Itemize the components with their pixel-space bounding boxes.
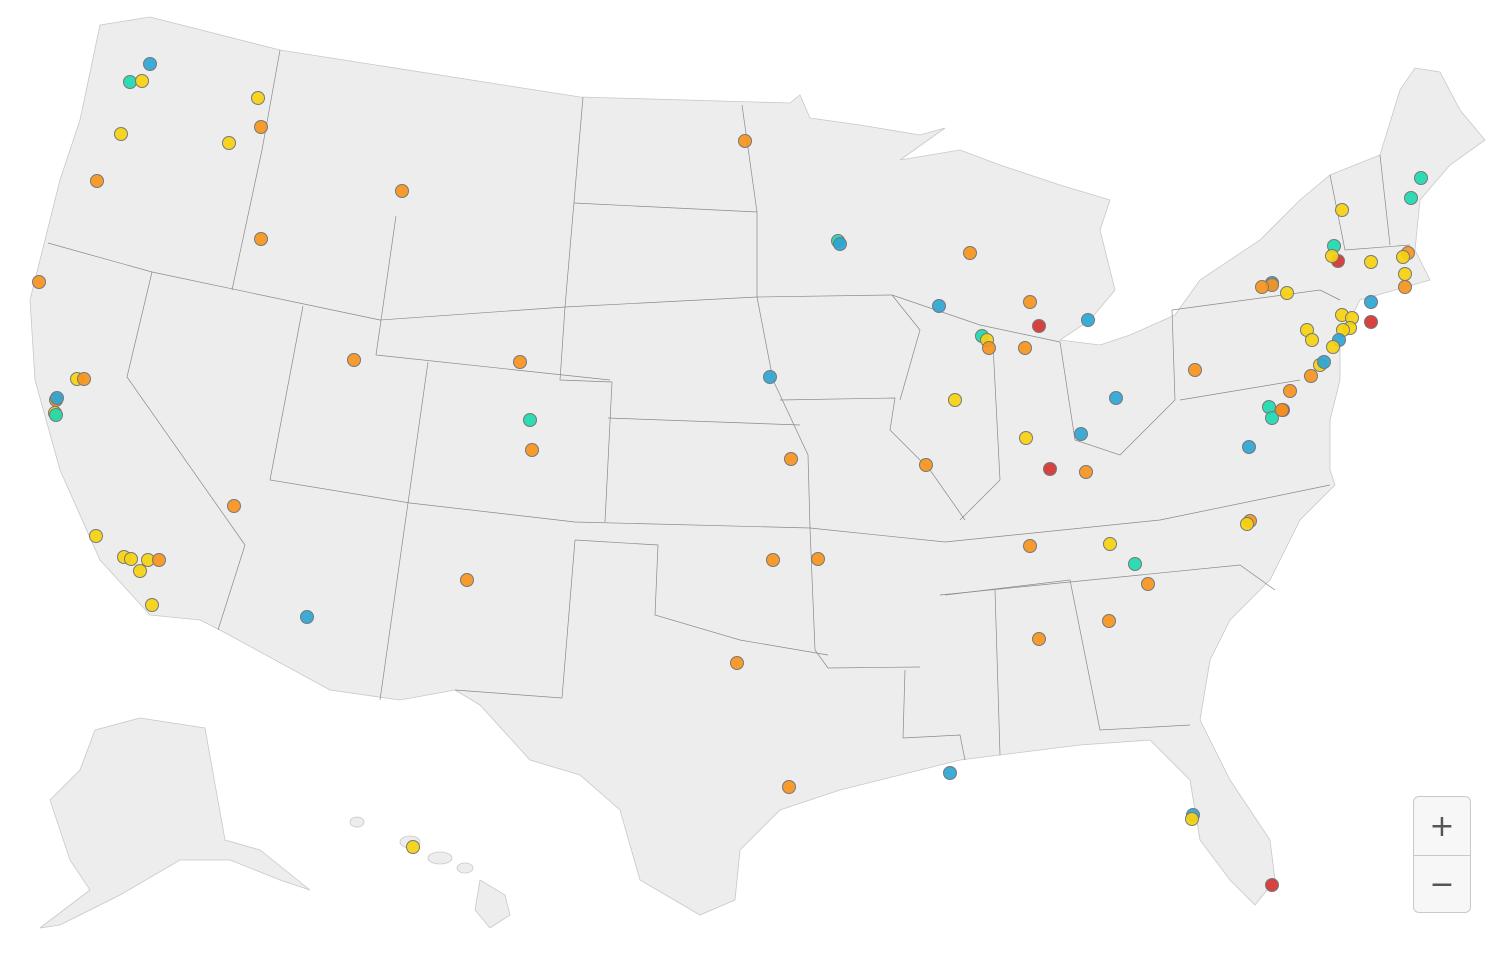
map-marker-teal[interactable] bbox=[1128, 557, 1142, 571]
map-marker-orange[interactable] bbox=[1283, 384, 1297, 398]
map-marker-orange[interactable] bbox=[982, 341, 996, 355]
map-marker-teal[interactable] bbox=[523, 413, 537, 427]
map-marker-yellow[interactable] bbox=[1185, 812, 1199, 826]
map-marker-orange[interactable] bbox=[1188, 363, 1202, 377]
map-marker-teal[interactable] bbox=[1404, 191, 1418, 205]
map-marker-orange[interactable] bbox=[525, 443, 539, 457]
contiguous-us bbox=[29, 16, 1486, 916]
map-marker-blue[interactable] bbox=[50, 391, 64, 405]
map-marker-yellow[interactable] bbox=[1103, 537, 1117, 551]
map-marker-yellow[interactable] bbox=[1335, 203, 1349, 217]
map-marker-red[interactable] bbox=[1043, 462, 1057, 476]
map-marker-orange[interactable] bbox=[1023, 539, 1037, 553]
map-marker-yellow[interactable] bbox=[1398, 267, 1412, 281]
map-marker-blue[interactable] bbox=[1364, 295, 1378, 309]
map-marker-yellow[interactable] bbox=[948, 393, 962, 407]
map-marker-yellow[interactable] bbox=[1305, 333, 1319, 347]
map-marker-yellow[interactable] bbox=[145, 598, 159, 612]
map-marker-orange[interactable] bbox=[963, 246, 977, 260]
map-marker-orange[interactable] bbox=[1079, 465, 1093, 479]
map-marker-yellow[interactable] bbox=[124, 552, 138, 566]
map-marker-orange[interactable] bbox=[77, 372, 91, 386]
map-marker-yellow[interactable] bbox=[1325, 249, 1339, 263]
map-marker-orange[interactable] bbox=[32, 275, 46, 289]
map-marker-orange[interactable] bbox=[1398, 280, 1412, 294]
zoom-in-button[interactable]: + bbox=[1414, 797, 1470, 855]
map-marker-orange[interactable] bbox=[1023, 295, 1037, 309]
map-marker-yellow[interactable] bbox=[1019, 431, 1033, 445]
map-marker-yellow[interactable] bbox=[114, 127, 128, 141]
map-marker-blue[interactable] bbox=[1317, 355, 1331, 369]
map-marker-yellow[interactable] bbox=[1326, 340, 1340, 354]
map-marker-yellow[interactable] bbox=[135, 74, 149, 88]
alaska bbox=[39, 717, 311, 929]
markers-layer bbox=[32, 57, 1428, 892]
map-marker-orange[interactable] bbox=[766, 553, 780, 567]
map-marker-orange[interactable] bbox=[1032, 632, 1046, 646]
hawaii bbox=[349, 816, 511, 929]
map-marker-orange[interactable] bbox=[395, 184, 409, 198]
map-marker-blue[interactable] bbox=[1242, 440, 1256, 454]
map-marker-blue[interactable] bbox=[932, 299, 946, 313]
map-marker-orange[interactable] bbox=[347, 353, 361, 367]
map-marker-orange[interactable] bbox=[513, 355, 527, 369]
map-marker-orange[interactable] bbox=[227, 499, 241, 513]
zoom-out-button[interactable]: − bbox=[1414, 855, 1470, 912]
map-marker-blue[interactable] bbox=[943, 766, 957, 780]
state-borders bbox=[47, 49, 1411, 761]
map-marker-orange[interactable] bbox=[1102, 614, 1116, 628]
map-marker-yellow[interactable] bbox=[251, 91, 265, 105]
map-marker-blue[interactable] bbox=[1109, 391, 1123, 405]
map-marker-red[interactable] bbox=[1364, 315, 1378, 329]
map-marker-orange[interactable] bbox=[782, 780, 796, 794]
map-marker-blue[interactable] bbox=[833, 237, 847, 251]
map-marker-orange[interactable] bbox=[460, 573, 474, 587]
map-marker-blue[interactable] bbox=[143, 57, 157, 71]
map-marker-blue[interactable] bbox=[300, 610, 314, 624]
map-marker-orange[interactable] bbox=[254, 232, 268, 246]
map-marker-orange[interactable] bbox=[784, 452, 798, 466]
map-marker-blue[interactable] bbox=[1081, 313, 1095, 327]
map-marker-yellow[interactable] bbox=[89, 529, 103, 543]
map-marker-orange[interactable] bbox=[738, 134, 752, 148]
map-marker-orange[interactable] bbox=[919, 458, 933, 472]
map-marker-yellow[interactable] bbox=[222, 136, 236, 150]
map-marker-yellow[interactable] bbox=[1280, 286, 1294, 300]
map-marker-yellow[interactable] bbox=[133, 564, 147, 578]
map-marker-blue[interactable] bbox=[1074, 427, 1088, 441]
map-marker-red[interactable] bbox=[1032, 319, 1046, 333]
map-marker-orange[interactable] bbox=[1275, 403, 1289, 417]
map-marker-yellow[interactable] bbox=[1364, 255, 1378, 269]
map-marker-orange[interactable] bbox=[90, 174, 104, 188]
map-marker-orange[interactable] bbox=[1255, 280, 1269, 294]
map-marker-orange[interactable] bbox=[254, 120, 268, 134]
map-marker-teal[interactable] bbox=[123, 75, 137, 89]
map-marker-teal[interactable] bbox=[1265, 411, 1279, 425]
map-marker-yellow[interactable] bbox=[1240, 517, 1254, 531]
map-marker-orange[interactable] bbox=[1018, 341, 1032, 355]
map-marker-yellow[interactable] bbox=[1396, 250, 1410, 264]
zoom-controls: + − bbox=[1413, 796, 1471, 913]
map-marker-orange[interactable] bbox=[730, 656, 744, 670]
map-marker-red[interactable] bbox=[1265, 878, 1279, 892]
map-marker-orange[interactable] bbox=[152, 553, 166, 567]
map-marker-orange[interactable] bbox=[1304, 369, 1318, 383]
map-marker-teal[interactable] bbox=[49, 408, 63, 422]
map-marker-blue[interactable] bbox=[763, 370, 777, 384]
map-marker-yellow[interactable] bbox=[406, 840, 420, 854]
map-marker-orange[interactable] bbox=[1141, 577, 1155, 591]
map-marker-orange[interactable] bbox=[811, 552, 825, 566]
land-layer bbox=[29, 16, 1486, 929]
map-marker-teal[interactable] bbox=[1414, 171, 1428, 185]
